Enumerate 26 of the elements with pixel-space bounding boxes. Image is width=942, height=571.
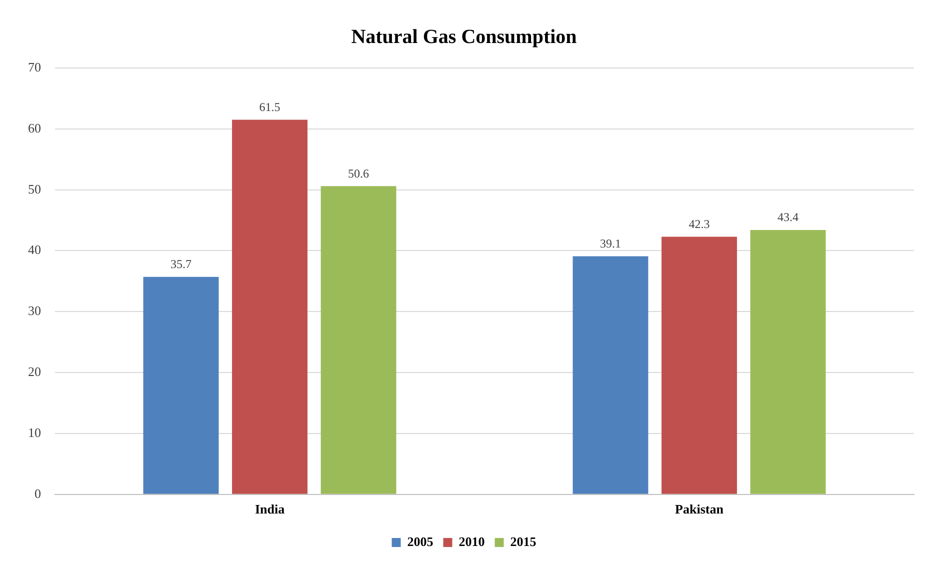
y-tick-label: 30 bbox=[28, 303, 41, 318]
x-tick-label: India bbox=[254, 502, 286, 517]
legend-label: 2005 bbox=[407, 534, 434, 549]
legend-label: 2015 bbox=[510, 534, 537, 549]
y-tick-label: 0 bbox=[34, 486, 41, 501]
data-label: 43.4 bbox=[778, 210, 799, 224]
chart-title: Natural Gas Consumption bbox=[351, 26, 577, 48]
bar bbox=[572, 256, 648, 494]
data-label: 39.1 bbox=[600, 236, 621, 250]
y-tick-label: 50 bbox=[28, 181, 41, 196]
bar bbox=[320, 186, 396, 494]
y-tick-label: 40 bbox=[28, 242, 41, 258]
data-label: 61.5 bbox=[259, 100, 280, 114]
bar bbox=[143, 276, 219, 494]
x-tick-label: Pakistan bbox=[675, 502, 724, 517]
y-tick-label: 70 bbox=[28, 59, 41, 74]
bar bbox=[662, 236, 737, 494]
bar bbox=[232, 120, 308, 494]
legend-label: 2010 bbox=[458, 534, 485, 549]
bar bbox=[750, 230, 826, 494]
y-tick-label: 20 bbox=[28, 364, 41, 379]
data-label: 42.3 bbox=[688, 216, 710, 231]
y-tick-label: 60 bbox=[28, 120, 41, 136]
y-tick-label: 10 bbox=[28, 424, 41, 440]
data-label: 35.7 bbox=[170, 257, 192, 272]
data-label: 50.6 bbox=[348, 166, 370, 180]
